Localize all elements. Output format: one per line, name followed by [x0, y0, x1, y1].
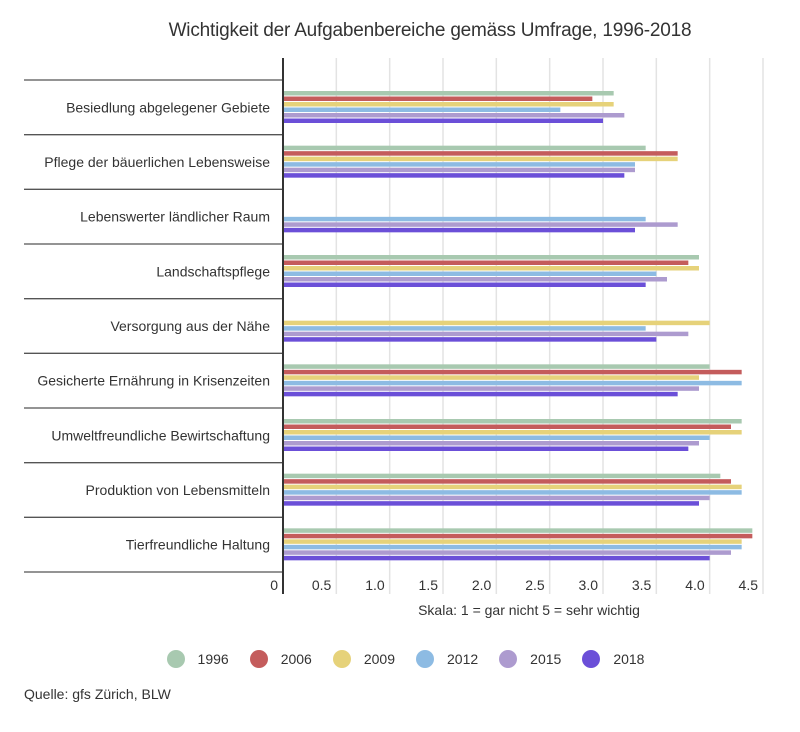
gridlines [335, 58, 764, 594]
bars [283, 91, 753, 561]
bar-2012 [283, 326, 646, 331]
legend-item[interactable]: 2015 [488, 650, 561, 668]
bar-2006 [283, 96, 593, 101]
bar-2018 [283, 501, 699, 506]
bar-2006 [283, 369, 742, 375]
bar-2018 [283, 282, 646, 287]
chart-title: Wichtigkeit der Aufgabenbereiche gemäss … [168, 20, 692, 41]
x-tick-label: 1.5 [419, 577, 439, 593]
bar-2009 [283, 430, 742, 435]
bar-2018 [283, 118, 603, 123]
bar-2018 [283, 173, 625, 178]
x-axis-label: Skala: 1 = gar nicht 5 = sehr wichtig [418, 602, 640, 618]
bar-2012 [283, 271, 657, 276]
bar-2012 [283, 107, 561, 112]
legend-label: 2012 [447, 651, 479, 667]
bar-1996 [283, 145, 646, 151]
bar-1996 [283, 419, 742, 424]
x-tick-label: 4.0 [685, 577, 705, 593]
x-tick-label: 0 [270, 577, 278, 593]
category-label: Tierfreundliche Haltung [126, 537, 270, 553]
x-tick-labels: 0 0.5 1.0 1.5 2.0 2.5 3.0 3.5 4.0 4.5 [270, 577, 758, 593]
legend-label: 2009 [363, 651, 395, 667]
bar-2018 [283, 227, 635, 233]
category-label: Besiedlung abgelegener Gebiete [66, 99, 270, 115]
legend-swatch-icon [499, 650, 518, 668]
bar-1996 [283, 528, 753, 533]
category-label: Pflege der bäuerlichen Lebensweise [44, 154, 270, 170]
bar-2009 [283, 375, 699, 380]
bar-2009 [283, 320, 710, 326]
x-tick-label: 3.0 [579, 577, 599, 593]
category-label: Landschaftspflege [156, 263, 270, 279]
x-tick-label: 2.5 [525, 577, 545, 593]
category-labels: Besiedlung abgelegener Gebiete Pflege der… [37, 99, 270, 552]
bar-2015 [283, 331, 689, 337]
bar-1996 [283, 91, 614, 96]
bar-2012 [283, 490, 742, 495]
legend-swatch-icon [582, 650, 601, 668]
bar-2015 [283, 277, 667, 282]
bar-2012 [283, 216, 646, 222]
legend-swatch-icon [249, 650, 268, 668]
bar-1996 [283, 473, 721, 479]
bar-2018 [283, 391, 678, 397]
x-tick-label: 4.5 [739, 577, 759, 593]
bar-1996 [283, 255, 699, 260]
bar-2015 [283, 167, 635, 173]
legend-label: 2018 [613, 651, 645, 667]
bar-2018 [283, 555, 710, 561]
bar-2015 [283, 222, 678, 227]
x-tick-label: 3.5 [632, 577, 652, 593]
bar-2012 [283, 162, 635, 167]
legend-label: 2015 [530, 651, 562, 667]
legend-item[interactable]: 2012 [405, 650, 478, 668]
bar-2012 [283, 435, 710, 440]
x-tick-label: 1.0 [365, 577, 385, 593]
legend-swatch-icon [166, 650, 185, 668]
legend-label: 2006 [280, 651, 312, 667]
category-label: Lebenswerter ländlicher Raum [80, 209, 270, 225]
x-tick-label: 0.5 [312, 577, 332, 593]
bar-2015 [283, 441, 699, 446]
category-separators [24, 79, 283, 573]
bar-2009 [283, 266, 699, 271]
bar-2015 [283, 550, 731, 555]
x-tick-label: 2.0 [472, 577, 492, 593]
source-note: Quelle: gfs Zürich, BLW [24, 686, 171, 702]
bar-chart: Besiedlung abgelegener Gebiete Pflege der… [24, 58, 764, 618]
bar-2015 [283, 113, 625, 118]
bar-2006 [283, 479, 731, 484]
legend-item[interactable]: 2006 [239, 650, 312, 668]
bar-2015 [283, 386, 699, 391]
bar-2012 [283, 380, 742, 386]
category-label: Umweltfreundliche Bewirtschaftung [51, 427, 270, 443]
bar-2006 [283, 533, 753, 539]
bar-2009 [283, 156, 678, 162]
category-label: Produktion von Lebensmitteln [86, 482, 270, 498]
category-label: Versorgung aus der Nähe [110, 318, 270, 334]
bar-2006 [283, 424, 731, 429]
bar-2012 [283, 544, 742, 550]
bar-2015 [283, 495, 710, 501]
legend-item[interactable]: 2009 [322, 650, 395, 668]
bar-2006 [283, 151, 678, 156]
legend-swatch-icon [416, 650, 434, 668]
bar-2009 [283, 102, 614, 107]
legend: 1996 2006 2009 2012 2015 2018 [0, 650, 800, 668]
legend-item[interactable]: 2018 [571, 650, 644, 668]
bar-2009 [283, 484, 742, 490]
bar-2006 [283, 260, 689, 265]
legend-label: 1996 [197, 651, 229, 667]
bar-1996 [283, 364, 710, 369]
bar-2018 [283, 446, 689, 451]
category-label: Gesicherte Ernährung in Krisenzeiten [37, 373, 270, 389]
bar-2009 [283, 539, 742, 544]
legend-swatch-icon [332, 650, 351, 668]
bar-2018 [283, 337, 657, 342]
legend-item[interactable]: 1996 [156, 650, 229, 668]
